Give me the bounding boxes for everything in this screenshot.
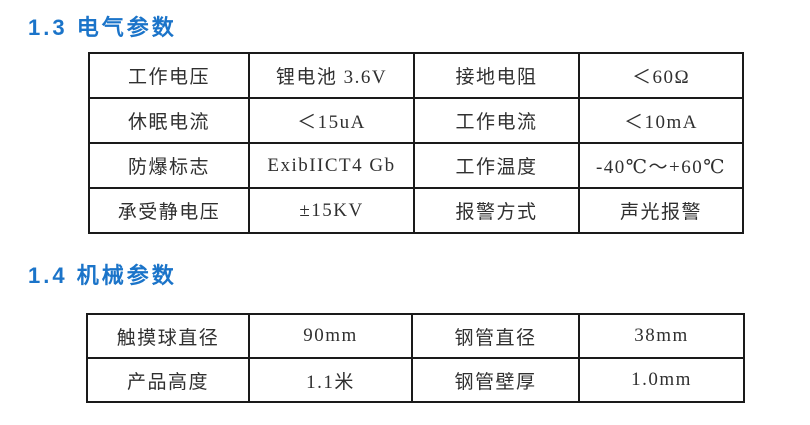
param-name-cell: 工作电流 (413, 97, 580, 144)
section-heading-electrical-params: 1.3 电气参数 (28, 15, 177, 40)
param-name-cell: 触摸球直径 (86, 313, 250, 359)
section-heading-mechanical-params: 1.4 机械参数 (28, 263, 177, 288)
param-name-cell: 接地电阻 (413, 52, 580, 99)
param-name-cell: 产品高度 (86, 357, 250, 403)
param-value-cell: 1.0mm (578, 357, 745, 403)
param-value-cell: ＜15uA (248, 97, 415, 144)
param-value-cell: 声光报警 (578, 187, 744, 234)
param-value-cell: ExibIICT4 Gb (248, 142, 415, 189)
param-name-cell: 承受静电压 (88, 187, 250, 234)
table-row: 产品高度 1.1米 钢管壁厚 1.0mm (86, 357, 745, 403)
param-value-cell: ＜10mA (578, 97, 744, 144)
table-row: 工作电压 锂电池 3.6V 接地电阻 ＜60Ω (88, 52, 744, 99)
table-row: 触摸球直径 90mm 钢管直径 38mm (86, 313, 745, 359)
param-name-cell: 防爆标志 (88, 142, 250, 189)
param-name-cell: 钢管壁厚 (411, 357, 580, 403)
electrical-params-table: 工作电压 锂电池 3.6V 接地电阻 ＜60Ω 休眠电流 ＜15uA 工作电流 … (88, 52, 744, 234)
mechanical-params-table: 触摸球直径 90mm 钢管直径 38mm 产品高度 1.1米 钢管壁厚 1.0m… (86, 313, 745, 403)
param-name-cell: 报警方式 (413, 187, 580, 234)
param-value-cell: ＜60Ω (578, 52, 744, 99)
table-row: 休眠电流 ＜15uA 工作电流 ＜10mA (88, 97, 744, 144)
param-value-cell: -40℃～+60℃ (578, 142, 744, 189)
param-value-cell: 锂电池 3.6V (248, 52, 415, 99)
param-name-cell: 工作温度 (413, 142, 580, 189)
param-name-cell: 钢管直径 (411, 313, 580, 359)
param-name-cell: 休眠电流 (88, 97, 250, 144)
param-name-cell: 工作电压 (88, 52, 250, 99)
param-value-cell: 38mm (578, 313, 745, 359)
param-value-cell: ±15KV (248, 187, 415, 234)
param-value-cell: 1.1米 (248, 357, 413, 403)
table-row: 承受静电压 ±15KV 报警方式 声光报警 (88, 187, 744, 234)
table-row: 防爆标志 ExibIICT4 Gb 工作温度 -40℃～+60℃ (88, 142, 744, 189)
param-value-cell: 90mm (248, 313, 413, 359)
